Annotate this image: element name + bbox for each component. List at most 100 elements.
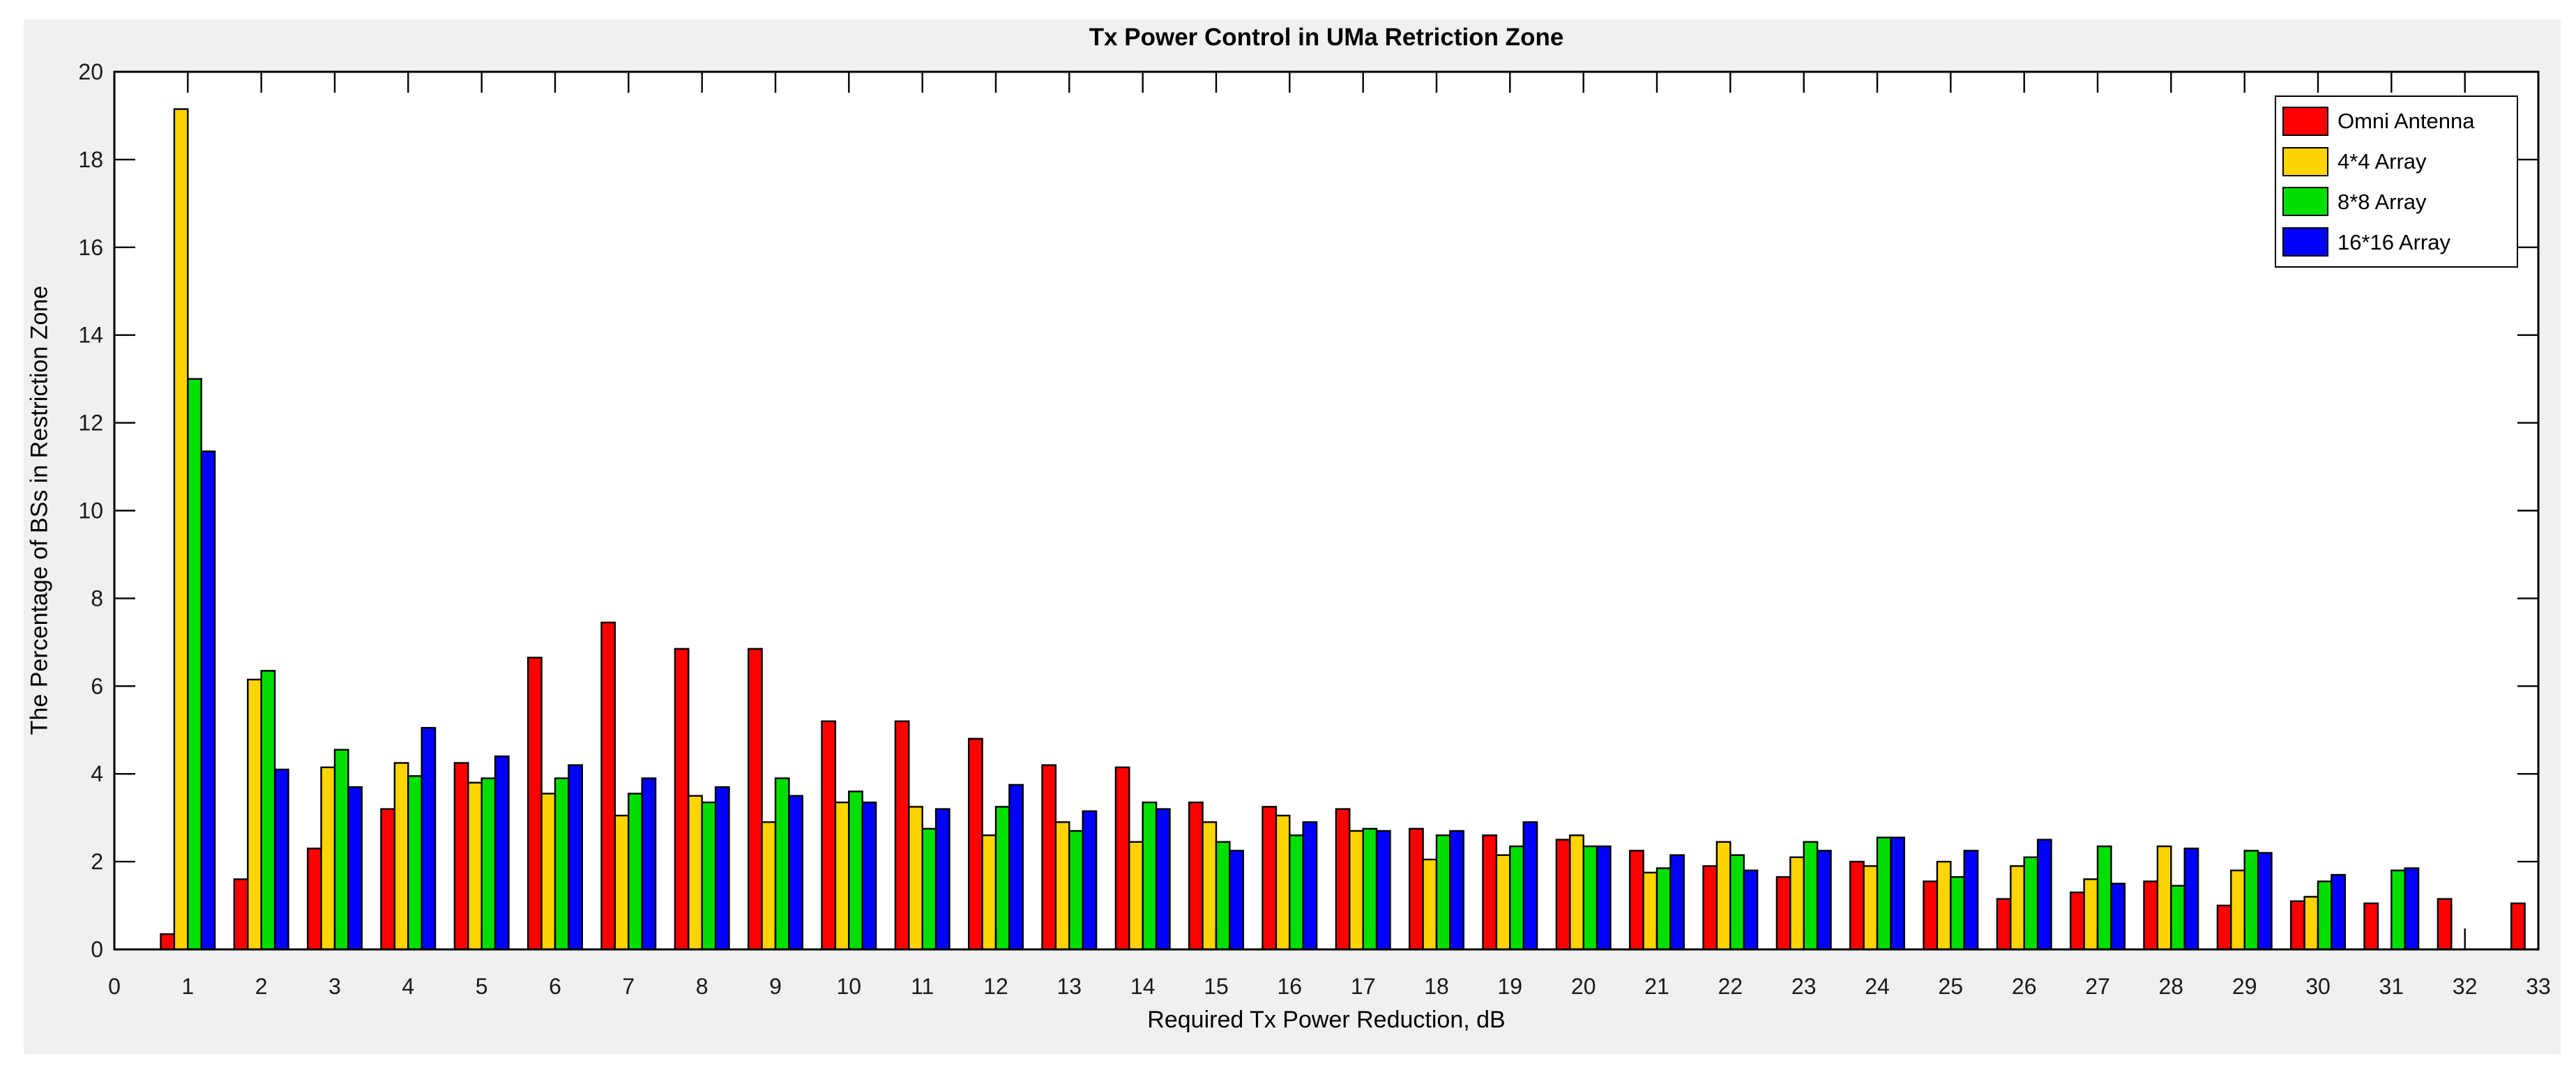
- legend-swatch-icon: [2282, 106, 2328, 136]
- y-tick-label: 18: [78, 147, 103, 172]
- bar-omni-antenna-x6: [527, 657, 543, 951]
- bar-omni-antenna-x31: [2363, 902, 2379, 951]
- legend-label: 4*4 Array: [2338, 149, 2427, 174]
- bar-8-8-array-x4: [407, 775, 423, 951]
- x-tick-label: 7: [622, 974, 635, 999]
- bar-16-16-array-x25: [1963, 850, 1979, 951]
- bar-16-16-array-x12: [1008, 784, 1024, 951]
- bar-8-8-array-x16: [1289, 834, 1304, 951]
- bar-4-4-array-x23: [1789, 856, 1805, 951]
- bar-16-16-array-x30: [2331, 873, 2346, 951]
- bar-8-8-array-x3: [333, 749, 349, 951]
- bar-16-16-array-x27: [2110, 882, 2126, 951]
- bar-16-16-array-x23: [1816, 850, 1832, 951]
- bar-16-16-array-x15: [1229, 850, 1245, 951]
- bar-16-16-array-x28: [2183, 847, 2199, 951]
- x-tick-label: 20: [1571, 974, 1596, 999]
- bar-4-4-array-x24: [1863, 865, 1879, 951]
- y-tick-label: 2: [91, 849, 103, 874]
- bar-8-8-array-x24: [1876, 836, 1892, 951]
- bar-8-8-array-x31: [2391, 869, 2406, 951]
- x-tick-label: 18: [1424, 974, 1449, 999]
- x-tick-label: 10: [837, 974, 862, 999]
- legend-label: 8*8 Array: [2338, 189, 2427, 214]
- bar-16-16-array-x19: [1522, 821, 1538, 951]
- bar-8-8-array-x14: [1142, 801, 1158, 951]
- bar-omni-antenna-x29: [2216, 904, 2232, 951]
- x-tick-label: 6: [549, 974, 561, 999]
- bar-4-4-array-x10: [834, 801, 850, 951]
- bar-8-8-array-x8: [701, 801, 717, 951]
- bar-omni-antenna-x17: [1335, 808, 1351, 951]
- bar-8-8-array-x15: [1215, 841, 1231, 951]
- bar-omni-antenna-x7: [600, 621, 616, 951]
- x-tick-label: 21: [1644, 974, 1669, 999]
- bar-16-16-array-x7: [641, 777, 657, 951]
- bar-omni-antenna-x4: [380, 808, 396, 951]
- bar-4-4-array-x18: [1422, 858, 1438, 951]
- bar-16-16-array-x9: [788, 795, 804, 951]
- bar-8-8-array-x17: [1362, 827, 1378, 951]
- x-tick-label: 19: [1498, 974, 1523, 999]
- bar-omni-antenna-x1: [160, 933, 176, 951]
- y-tick-label: 20: [78, 59, 103, 84]
- bar-4-4-array-x17: [1349, 830, 1364, 951]
- x-tick-label: 24: [1865, 974, 1890, 999]
- bar-omni-antenna-x20: [1555, 839, 1571, 951]
- x-tick-label: 16: [1278, 974, 1303, 999]
- bar-8-8-array-x2: [260, 670, 276, 951]
- bar-8-8-array-x1: [187, 378, 202, 951]
- bar-8-8-array-x9: [774, 777, 790, 951]
- x-tick-label: 17: [1351, 974, 1376, 999]
- x-tick-label: 0: [108, 974, 121, 999]
- bar-16-16-array-x1: [200, 450, 216, 951]
- bar-4-4-array-x5: [467, 781, 483, 951]
- bar-8-8-array-x30: [2317, 880, 2333, 951]
- bar-omni-antenna-x22: [1702, 865, 1718, 951]
- y-tick-label: 0: [91, 937, 103, 962]
- bar-omni-antenna-x19: [1482, 834, 1498, 951]
- bar-16-16-array-x4: [421, 726, 437, 951]
- bar-4-4-array-x4: [393, 762, 409, 951]
- bar-16-16-array-x11: [934, 808, 950, 951]
- bar-8-8-array-x27: [2096, 845, 2112, 951]
- bar-omni-antenna-x30: [2289, 900, 2305, 951]
- bar-4-4-array-x21: [1642, 871, 1658, 951]
- chart-title: Tx Power Control in UMa Retriction Zone: [1089, 24, 1564, 51]
- bar-16-16-array-x14: [1155, 808, 1171, 951]
- y-tick-label: 8: [91, 586, 103, 611]
- bar-4-4-array-x14: [1128, 841, 1144, 951]
- bar-8-8-array-x22: [1729, 854, 1745, 951]
- bar-omni-antenna-x28: [2143, 880, 2159, 951]
- bar-4-4-array-x2: [247, 678, 262, 951]
- x-tick-label: 13: [1057, 974, 1082, 999]
- y-tick-label: 12: [78, 411, 103, 436]
- bar-omni-antenna-x26: [1996, 898, 2012, 951]
- x-tick-label: 29: [2232, 974, 2257, 999]
- legend-item: 4*4 Array: [2282, 142, 2517, 181]
- bar-4-4-array-x7: [614, 814, 630, 951]
- bar-omni-antenna-x24: [1849, 860, 1865, 951]
- bar-omni-antenna-x27: [2069, 891, 2085, 951]
- x-tick-label: 27: [2085, 974, 2110, 999]
- x-tick-label: 5: [476, 974, 488, 999]
- bar-omni-antenna-x8: [674, 648, 690, 951]
- bar-omni-antenna-x16: [1262, 806, 1278, 951]
- bar-omni-antenna-x18: [1408, 827, 1424, 951]
- bar-omni-antenna-x12: [967, 737, 983, 951]
- bar-omni-antenna-x2: [233, 878, 249, 951]
- legend-label: 16*16 Array: [2338, 229, 2450, 254]
- bar-16-16-array-x8: [714, 786, 730, 951]
- bar-16-16-array-x20: [1596, 845, 1612, 951]
- x-tick-label: 3: [328, 974, 341, 999]
- bar-omni-antenna-x25: [1923, 880, 1939, 951]
- bar-16-16-array-x10: [861, 801, 877, 951]
- bar-8-8-array-x26: [2023, 856, 2039, 951]
- x-tick-label: 26: [2012, 974, 2037, 999]
- bar-omni-antenna-x32: [2437, 898, 2453, 951]
- x-tick-label: 30: [2305, 974, 2331, 999]
- bar-8-8-array-x13: [1068, 830, 1084, 951]
- legend-item: 8*8 Array: [2282, 182, 2517, 221]
- x-tick-label: 15: [1204, 974, 1229, 999]
